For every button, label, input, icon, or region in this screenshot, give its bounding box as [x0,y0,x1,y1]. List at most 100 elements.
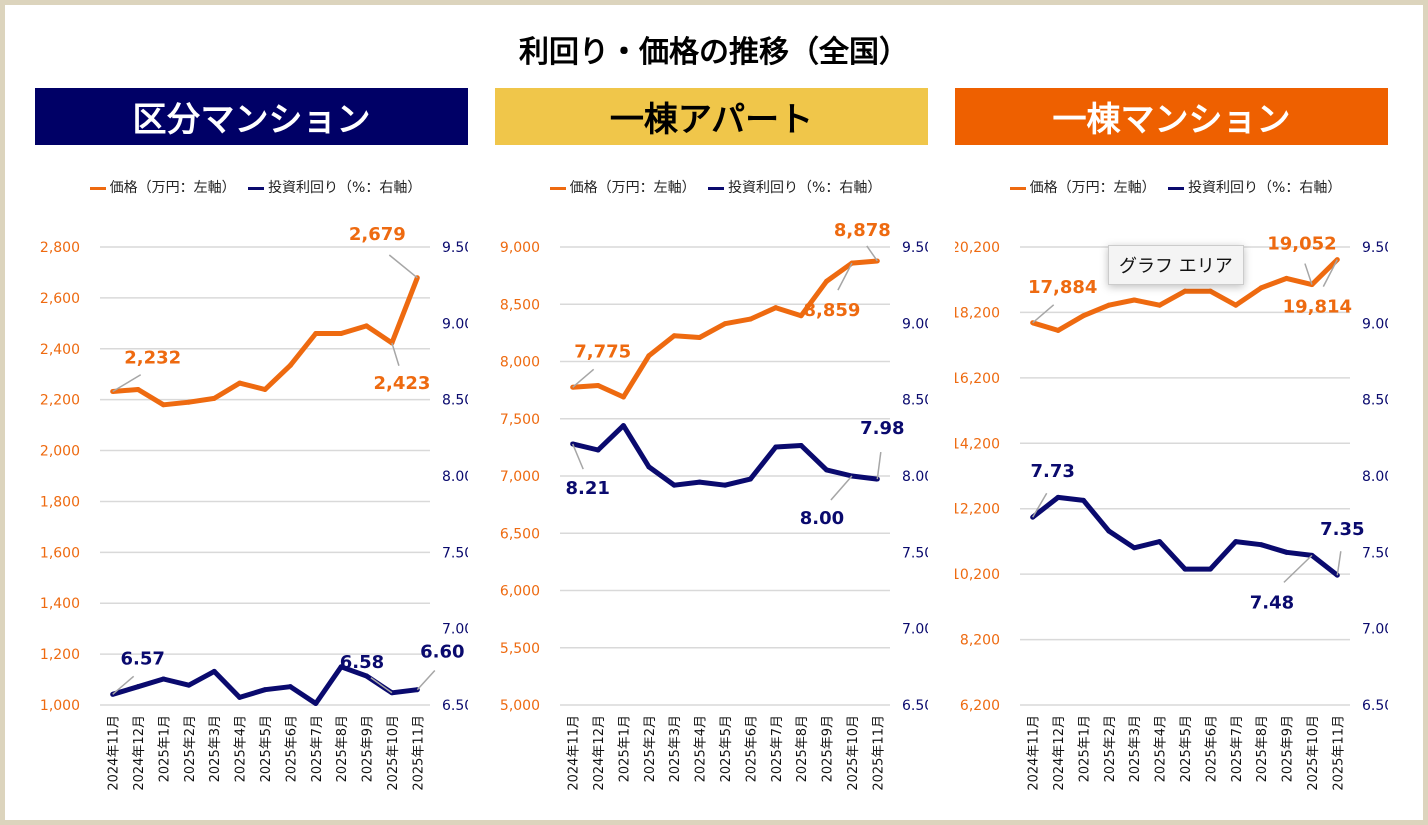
x-axis-tick: 2025年4月 [694,715,709,782]
right-axis-tick: 7.00 [902,622,928,638]
right-axis-tick: 8.50 [902,393,928,409]
x-axis-tick: 2025年9月 [361,715,376,782]
price-point [313,331,319,337]
data-label: 6.57 [120,648,164,669]
yield-point [211,668,217,674]
legend-price: 価格（万円：左軸） [109,180,236,196]
x-axis-tick: 2025年7月 [1230,715,1245,782]
yield-point [237,694,243,700]
label-leader-line [837,262,853,291]
yield-point [1080,497,1086,503]
x-axis-tick: 2025年11月 [871,715,886,791]
page-title: 利回り・価格の推移（全国） [519,35,909,70]
price-point [1080,313,1086,319]
price-point [773,305,779,311]
right-axis-tick: 6.50 [1362,698,1388,714]
left-axis-tick: 6,200 [960,698,1000,714]
price-point [1233,302,1239,308]
legend-yield: 投資利回り（%：右軸） [728,180,882,196]
price-point [237,380,243,386]
x-axis-tick: 2024年12月 [1052,715,1067,791]
legend: 価格（万円：左軸） 投資利回り（%：右軸） [495,177,928,197]
label-leader-line [388,254,418,279]
price-point [262,386,268,392]
x-axis-tick: 2025年9月 [821,715,836,782]
data-label: 7.35 [1320,519,1364,540]
data-label: 6.58 [340,652,384,673]
yield-point [1284,549,1290,555]
yield-point [160,676,166,682]
yield-point [287,684,293,690]
left-axis-tick: 5,000 [500,698,540,714]
yield-point [620,423,626,429]
x-axis-tick: 2025年10月 [386,715,401,791]
left-axis-tick: 20,200 [955,240,1000,256]
label-leader-line [416,670,436,691]
price-point [1284,275,1290,281]
x-axis-tick: 2025年7月 [770,715,785,782]
right-axis-tick: 8.50 [442,393,468,409]
data-label: 8,859 [803,300,860,321]
legend-price: 価格（万円：左軸） [1029,180,1156,196]
label-leader-line [391,342,400,366]
data-label: 2,232 [124,348,181,369]
price-point [1258,285,1264,291]
right-axis-tick: 6.50 [902,698,928,714]
price-point [1106,302,1112,308]
chart-ittou-mansion[interactable]: 6,200 8,200 10,200 12,200 14,200 16,200 18,200… [955,170,1388,820]
yield-point [262,687,268,693]
left-axis-tick: 8,200 [960,633,1000,649]
label-leader-line [112,675,135,695]
data-label: 6.60 [420,642,464,663]
legend-price-swatch [89,186,106,190]
price-point [824,278,830,284]
price-point [620,394,626,400]
data-label: 7.73 [1030,461,1074,482]
chart-ittou-apart[interactable]: 5,000 5,500 6,000 6,500 7,000 7,500 8,000 8,500… [495,170,928,820]
x-axis-tick: 2025年3月 [668,715,683,782]
x-axis-tick: 2025年6月 [284,715,299,782]
x-axis-tick: 2025年5月 [259,715,274,782]
left-axis-tick: 1,200 [40,647,80,663]
data-label: 7.48 [1250,592,1294,613]
x-axis-tick: 2025年4月 [1154,715,1169,782]
left-axis-tick: 1,400 [40,596,80,612]
data-label: 8.21 [565,478,609,499]
x-axis-tick: 2025年5月 [719,715,734,782]
right-axis-tick: 8.00 [902,469,928,485]
price-point [211,395,217,401]
price-point [595,383,601,389]
label-leader-line [830,475,853,501]
x-axis-tick: 2025年2月 [1103,715,1118,782]
data-label: 2,679 [349,224,406,245]
x-axis-tick: 2024年12月 [592,715,607,791]
price-point [671,333,677,339]
label-leader-line [1322,259,1338,287]
label-leader-line [1032,492,1048,518]
label-leader-line [112,374,142,393]
right-axis-tick: 7.50 [442,545,468,561]
yield-point [646,464,652,470]
x-axis-tick: 2025年7月 [310,715,325,782]
price-point [1055,327,1061,333]
legend: 価格（万円：左軸） 投資利回り（%：右軸） [955,177,1388,197]
right-axis-tick: 9.50 [442,240,468,256]
label-leader-line [1032,304,1055,324]
right-axis-tick: 9.00 [1362,316,1388,332]
x-axis-tick: 2025年11月 [411,715,426,791]
x-axis-tick: 2025年9月 [1281,715,1296,782]
data-label: 2,423 [373,373,430,394]
yield-point [1157,539,1163,545]
yield-point [1207,566,1213,572]
right-axis-tick: 6.50 [442,698,468,714]
price-point [364,323,370,329]
left-axis-tick: 1,000 [40,698,80,714]
chart-kubun-mansion[interactable]: 1,000 1,200 1,400 1,600 1,800 2,000 2,200 2,400… [35,170,468,820]
x-axis-tick: 2024年12月 [132,715,147,791]
label-leader-line [370,677,393,694]
left-axis-tick: 9,000 [500,240,540,256]
legend: 価格（万円：左軸） 投資利回り（%：右軸） [35,177,468,197]
price-point [646,353,652,359]
x-axis-tick: 2025年1月 [157,715,172,782]
